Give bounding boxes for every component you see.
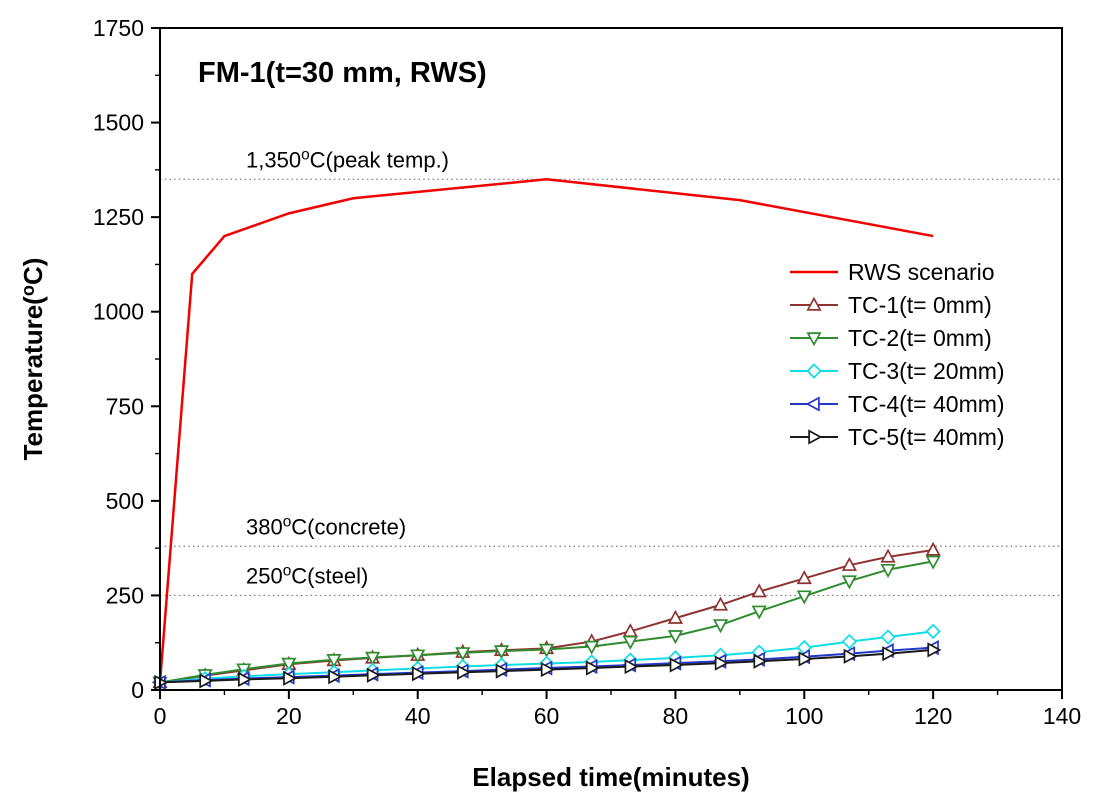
legend: RWS scenario TC-1(t= 0mm) TC-2(t= 0mm) TC-3… bbox=[790, 259, 1005, 450]
legend-label: TC-1(t= 0mm) bbox=[848, 292, 992, 318]
series-tc-5-t-40mm bbox=[154, 642, 942, 691]
x-tick-label: 100 bbox=[785, 703, 823, 729]
y-axis: 0 250 500 750 1000 1250 1500 1750 Temperature(oC… bbox=[18, 15, 160, 703]
x-tick-label: 20 bbox=[276, 703, 302, 729]
legend-label: RWS scenario bbox=[848, 259, 995, 285]
x-tick-label: 60 bbox=[534, 703, 560, 729]
y-tick-label: 1750 bbox=[93, 15, 144, 41]
x-tick-label: 140 bbox=[1043, 703, 1081, 729]
x-tick-label: 120 bbox=[914, 703, 952, 729]
reference-line-label: 1,350oC(peak temp.) bbox=[246, 146, 449, 172]
y-tick-label: 500 bbox=[106, 488, 144, 514]
legend-label: TC-4(t= 40mm) bbox=[848, 391, 1005, 417]
reference-lines: 1,350oC(peak temp.) 380oC(concrete) 250oC(… bbox=[160, 146, 1062, 597]
x-axis-title: Elapsed time(minutes) bbox=[472, 762, 749, 792]
legend-label: TC-5(t= 40mm) bbox=[848, 424, 1005, 450]
y-tick-label: 250 bbox=[106, 582, 144, 608]
chart-title-text: FM-1(t=30 mm, RWS) bbox=[198, 57, 487, 89]
y-tick-label: 0 bbox=[131, 677, 144, 703]
y-axis-title: Temperature(oC) bbox=[18, 258, 48, 461]
series-rws-scenario bbox=[158, 178, 934, 683]
x-axis: 0 20 40 60 80 100 120 140 Elapsed time(minutes) bbox=[154, 690, 1081, 792]
legend-label: TC-3(t= 20mm) bbox=[848, 358, 1005, 384]
series bbox=[151, 178, 942, 691]
legend-label: TC-2(t= 0mm) bbox=[848, 325, 992, 351]
y-tick-label: 750 bbox=[106, 393, 144, 419]
y-tick-label: 1000 bbox=[93, 299, 144, 325]
y-tick-label: 1250 bbox=[93, 204, 144, 230]
y-tick-label: 1500 bbox=[93, 110, 144, 136]
chart-title: FM-1(t=30 mm, RWS) bbox=[198, 57, 487, 89]
reference-line-label: 250oC(steel) bbox=[246, 562, 368, 588]
x-tick-label: 80 bbox=[663, 703, 689, 729]
x-tick-label: 0 bbox=[154, 703, 167, 729]
x-tick-label: 40 bbox=[405, 703, 431, 729]
reference-line-label: 380oC(concrete) bbox=[246, 513, 406, 539]
